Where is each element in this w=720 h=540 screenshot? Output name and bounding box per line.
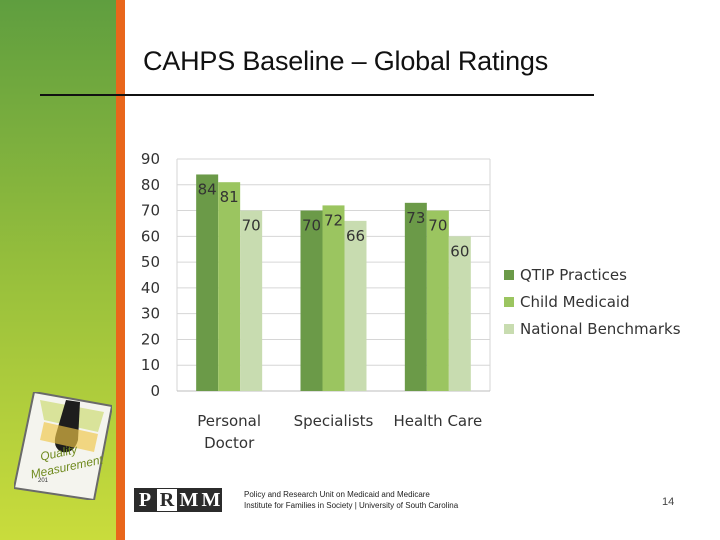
bar-national-benchmarks bbox=[344, 220, 367, 391]
y-tick-label: 70 bbox=[141, 202, 160, 220]
bar-qtip-practices bbox=[404, 202, 427, 391]
logo-letter-m1: M bbox=[178, 488, 200, 512]
y-tick-label: 20 bbox=[141, 330, 160, 348]
x-tick-label: Personal bbox=[197, 412, 261, 430]
bar-qtip-practices bbox=[196, 174, 219, 391]
legend-swatch bbox=[504, 270, 514, 280]
y-tick-label: 10 bbox=[141, 356, 160, 374]
bar-qtip-practices bbox=[300, 210, 323, 391]
logo-letter-m2: M bbox=[200, 488, 222, 512]
legend-label: Child Medicaid bbox=[520, 293, 630, 311]
x-tick-label: Health Care bbox=[393, 412, 482, 430]
data-label: 84 bbox=[198, 180, 217, 198]
badge-year: 201 bbox=[38, 478, 49, 484]
title-divider bbox=[40, 94, 594, 96]
footer-credit: Policy and Research Unit on Medicaid and… bbox=[244, 489, 458, 511]
y-tick-label: 60 bbox=[141, 227, 160, 245]
legend-swatch bbox=[504, 324, 514, 334]
bar-child-medicaid bbox=[426, 210, 449, 391]
bar-child-medicaid bbox=[218, 182, 241, 391]
y-tick-label: 0 bbox=[150, 382, 160, 400]
orange-accent-stripe bbox=[116, 0, 125, 540]
footer-line-2: Institute for Families in Society | Univ… bbox=[244, 501, 459, 510]
legend-swatch bbox=[504, 297, 514, 307]
slide-title: CAHPS Baseline – Global Ratings bbox=[143, 46, 549, 76]
data-label: 70 bbox=[428, 217, 447, 235]
footer-line-1: Policy and Research Unit on Medicaid and… bbox=[244, 490, 430, 499]
legend-label: QTIP Practices bbox=[520, 266, 627, 284]
y-tick-label: 40 bbox=[141, 279, 160, 297]
page-number: 14 bbox=[662, 496, 675, 508]
logo-letter-p: P bbox=[134, 488, 156, 512]
bar-child-medicaid bbox=[322, 205, 345, 391]
data-label: 66 bbox=[346, 227, 365, 245]
data-label: 60 bbox=[450, 242, 469, 260]
data-label: 81 bbox=[220, 188, 239, 206]
x-tick-label: Doctor bbox=[204, 434, 255, 452]
bar-national-benchmarks bbox=[240, 210, 263, 391]
y-tick-label: 30 bbox=[141, 305, 160, 323]
quality-measurement-badge bbox=[14, 392, 112, 500]
data-label: 70 bbox=[242, 217, 261, 235]
data-label: 72 bbox=[324, 211, 343, 229]
data-label: 70 bbox=[302, 217, 321, 235]
legend-label: National Benchmarks bbox=[520, 320, 681, 338]
bar-national-benchmarks bbox=[448, 236, 471, 391]
logo-letter-r: R bbox=[156, 488, 178, 512]
y-tick-label: 90 bbox=[141, 150, 160, 168]
data-label: 73 bbox=[406, 209, 425, 227]
prmm-logo: P R M M bbox=[134, 488, 222, 512]
y-tick-label: 80 bbox=[141, 176, 160, 194]
x-tick-label: Specialists bbox=[294, 412, 374, 430]
y-tick-label: 50 bbox=[141, 253, 160, 271]
